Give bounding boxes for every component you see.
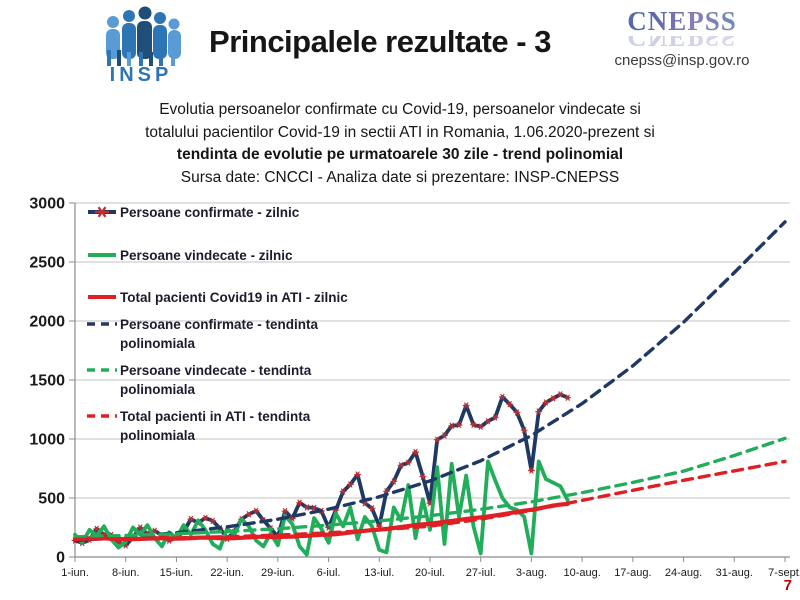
svg-text:24-aug.: 24-aug.	[665, 567, 702, 579]
insp-people-icon	[106, 6, 181, 66]
cnepss-logo: CNEPSS	[582, 8, 782, 35]
legend-recovered-trend-marker-icon	[87, 367, 117, 372]
svg-text:3-aug.: 3-aug.	[516, 567, 547, 579]
svg-text:20-iul.: 20-iul.	[415, 567, 445, 579]
svg-text:1-iun.: 1-iun.	[61, 567, 89, 579]
insp-logo-text: INSP	[109, 64, 173, 86]
cnepss-block: CNEPSS CNEPSS cnepss@insp.gov.ro	[582, 8, 782, 70]
legend-item-confirmed-daily: Persoane confirmate - zilnic	[86, 203, 386, 223]
legend-item-ati-trend: Total pacienti in ATI - tendinta polinom…	[86, 407, 386, 446]
page-number: 7	[783, 577, 792, 594]
svg-text:2000: 2000	[29, 314, 65, 331]
legend-ati-trend-marker-icon	[87, 413, 117, 418]
svg-text:3000: 3000	[29, 196, 65, 213]
svg-text:13-iul.: 13-iul.	[364, 567, 394, 579]
legend-item-recovered-trend: Persoane vindecate - tendinta polinomial…	[86, 361, 386, 400]
cnepss-email: cnepss@insp.gov.ro	[614, 52, 750, 69]
svg-text:8-iun.: 8-iun.	[112, 567, 140, 579]
insp-logo: INSP	[86, 6, 196, 92]
svg-text:15-iun.: 15-iun.	[160, 567, 194, 579]
chart-description: Evolutia persoanelor confirmate cu Covid…	[0, 99, 800, 189]
legend-label: Persoane confirmate - tendinta polinomia…	[120, 316, 319, 352]
legend-label: Total pacienti in ATI - tendinta polinom…	[120, 408, 311, 444]
legend-label: Persoane vindecate - zilnic	[120, 247, 293, 263]
description-line-3: tendinta de evolutie pe urmatoarele 30 z…	[176, 146, 624, 163]
svg-text:31-aug.: 31-aug.	[716, 567, 753, 579]
slide-header: INSP Principalele rezultate - 3 CNEPSS C…	[0, 0, 800, 96]
page-title: Principalele rezultate - 3	[209, 24, 551, 59]
legend-item-confirmed-trend: Persoane confirmate - tendinta polinomia…	[86, 315, 386, 354]
legend-recovered-daily-marker-icon	[88, 252, 116, 257]
legend-confirmed-trend-marker-icon	[87, 321, 117, 326]
legend-confirmed-daily-marker-icon	[88, 206, 116, 218]
description-line-1: Evolutia persoanelor confirmate cu Covid…	[159, 101, 641, 118]
svg-text:27-iul.: 27-iul.	[466, 567, 496, 579]
svg-text:7-sept.: 7-sept.	[768, 567, 800, 579]
svg-text:0: 0	[56, 550, 65, 567]
svg-text:1500: 1500	[29, 373, 65, 390]
chart-area: 0 500 1000 1500 2000 2500 3000 1-iun. 8-iun. 15-i…	[0, 195, 800, 600]
legend-label: Persoane vindecate - tendinta polinomial…	[120, 362, 312, 398]
cnepss-logo-reflection: CNEPSS	[582, 36, 782, 50]
svg-text:500: 500	[38, 491, 65, 508]
legend-item-ati-daily: Total pacienti Covid19 in ATI - zilnic	[86, 288, 386, 308]
svg-text:2500: 2500	[29, 255, 65, 272]
svg-text:6-iul.: 6-iul.	[317, 567, 341, 579]
covid-evolution-chart: 0 500 1000 1500 2000 2500 3000 1-iun. 8-iun. 15-i…	[29, 196, 800, 580]
description-line-4: Sursa date: CNCCI - Analiza date si prez…	[180, 168, 620, 186]
legend-item-recovered-daily: Persoane vindecate - zilnic	[86, 246, 386, 266]
svg-text:22-iun.: 22-iun.	[210, 567, 244, 579]
legend-label: Total pacienti Covid19 in ATI - zilnic	[120, 290, 348, 305]
svg-text:1000: 1000	[29, 432, 65, 449]
chart-legend: Persoane confirmate - zilnic Persoane vi…	[86, 203, 386, 453]
svg-text:29-iun.: 29-iun.	[261, 567, 295, 579]
svg-text:10-aug.: 10-aug.	[563, 567, 600, 579]
legend-label: Persoane confirmate - zilnic	[120, 205, 300, 220]
legend-ati-daily-marker-icon	[88, 295, 116, 299]
description-line-2: totalului pacientilor Covid-19 in sectii…	[145, 123, 655, 141]
svg-text:17-aug.: 17-aug.	[614, 567, 651, 579]
